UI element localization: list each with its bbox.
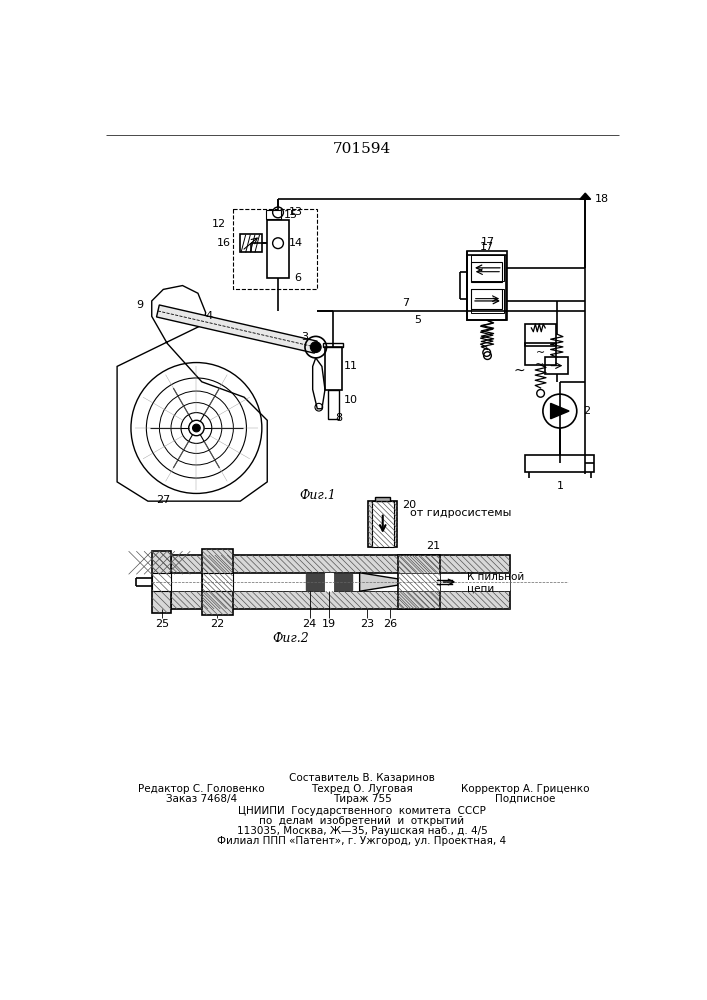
Text: Корректор А. Гриценко: Корректор А. Гриценко [461, 784, 590, 794]
Polygon shape [360, 573, 398, 591]
Bar [525, 324, 556, 346]
Text: 19: 19 [322, 619, 336, 629]
Bar [201, 549, 233, 615]
Text: Фиг.2: Фиг.2 [272, 632, 309, 645]
Bar [472, 262, 502, 282]
Polygon shape [580, 193, 590, 199]
Bar [171, 555, 510, 573]
Bar [368, 501, 397, 547]
Text: от гидросистемы: от гидросистемы [409, 508, 511, 518]
Bar [152, 551, 171, 613]
Bar [325, 573, 333, 591]
Text: 5: 5 [414, 315, 421, 325]
Text: 10: 10 [344, 395, 358, 405]
Text: ЦНИИПИ  Государственного  комитета  СССР: ЦНИИПИ Государственного комитета СССР [238, 806, 486, 816]
Text: 8: 8 [335, 413, 342, 423]
Bar [398, 555, 440, 609]
Text: 9: 9 [136, 300, 144, 310]
Text: 13: 13 [288, 207, 303, 217]
Text: 22: 22 [210, 619, 224, 629]
Bar [152, 551, 171, 613]
Bar [201, 549, 233, 615]
Text: 26: 26 [383, 619, 397, 629]
Text: 4: 4 [206, 311, 213, 321]
Text: К пильной: К пильной [467, 572, 525, 582]
Bar [266, 210, 281, 219]
Bar [471, 289, 504, 312]
Bar [398, 573, 440, 591]
Bar [233, 209, 317, 289]
Bar [324, 343, 344, 347]
Bar [525, 343, 556, 365]
Text: 701594: 701594 [333, 142, 391, 156]
Circle shape [310, 342, 321, 353]
Text: Редактор С. Головенко: Редактор С. Головенко [139, 784, 265, 794]
Text: Фиг.1: Фиг.1 [299, 489, 336, 502]
Polygon shape [551, 403, 569, 419]
Text: ~: ~ [513, 363, 525, 377]
Bar [201, 573, 233, 591]
Text: 25: 25 [155, 619, 169, 629]
Bar [375, 497, 390, 501]
Text: 113035, Москва, Ж—35, Раушская наб., д. 4/5: 113035, Москва, Ж—35, Раушская наб., д. … [237, 826, 487, 836]
Bar [398, 555, 440, 609]
Bar [171, 573, 510, 591]
Text: 20: 20 [402, 500, 416, 510]
Text: 14: 14 [288, 238, 303, 248]
Text: Составитель В. Казаринов: Составитель В. Казаринов [289, 773, 435, 783]
Bar [325, 347, 342, 389]
Text: 7: 7 [402, 298, 409, 308]
Bar [372, 501, 394, 547]
Text: по  делам  изобретений  и  открытий: по делам изобретений и открытий [259, 816, 464, 826]
Bar [171, 591, 510, 609]
Text: 2: 2 [583, 406, 590, 416]
Text: Техред О. Луговая: Техред О. Луговая [311, 784, 413, 794]
Text: 27: 27 [156, 495, 170, 505]
Text: 17: 17 [479, 242, 493, 252]
Circle shape [192, 424, 200, 432]
Text: 21: 21 [426, 541, 440, 551]
Bar [152, 573, 171, 591]
Bar [305, 574, 352, 590]
Text: 3: 3 [300, 332, 308, 342]
Text: 11: 11 [344, 361, 358, 371]
Text: 12: 12 [212, 219, 226, 229]
Text: Филиал ППП «Патент», г. Ужгород, ул. Проектная, 4: Филиал ППП «Патент», г. Ужгород, ул. Про… [217, 836, 506, 846]
Text: 17: 17 [480, 237, 494, 247]
Text: 6: 6 [294, 273, 301, 283]
Bar [467, 255, 506, 320]
Text: 24: 24 [303, 619, 317, 629]
Text: 1: 1 [556, 481, 563, 491]
Polygon shape [156, 305, 317, 353]
Bar [467, 251, 508, 320]
Text: 23: 23 [361, 619, 375, 629]
Text: Подписное: Подписное [495, 794, 556, 804]
Bar [471, 255, 504, 281]
Text: 18: 18 [595, 194, 609, 204]
Text: 16: 16 [217, 238, 231, 248]
Text: Заказ 7468/4: Заказ 7468/4 [166, 794, 238, 804]
Text: ~: ~ [534, 360, 544, 370]
Bar [171, 555, 510, 573]
Bar [328, 389, 339, 419]
Bar [368, 501, 397, 547]
Text: ~: ~ [536, 348, 545, 358]
Bar [240, 234, 262, 252]
Bar [171, 591, 510, 609]
Bar [545, 357, 568, 374]
Bar [525, 455, 595, 472]
Text: 15: 15 [284, 210, 298, 220]
Text: Тираж 755: Тираж 755 [332, 794, 392, 804]
Bar [472, 289, 502, 309]
Bar [267, 220, 288, 278]
Text: цепи: цепи [467, 583, 495, 593]
